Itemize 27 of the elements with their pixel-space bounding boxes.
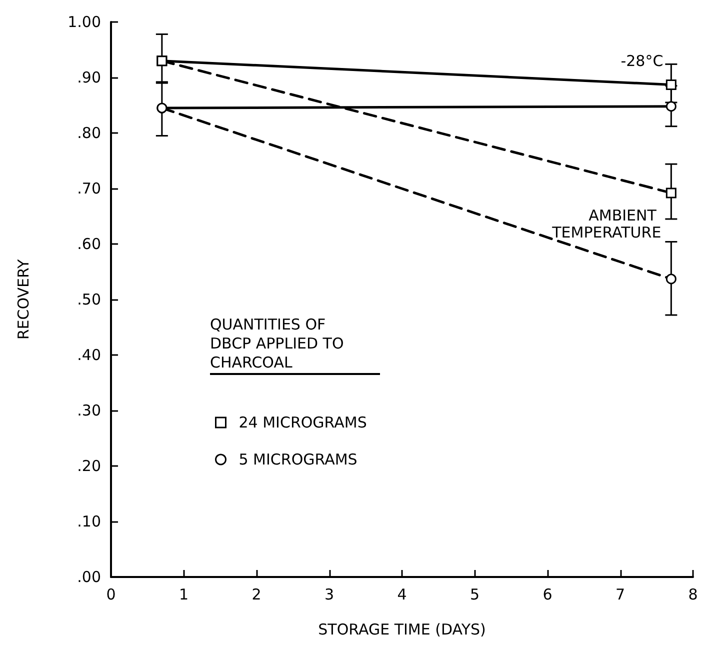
x-tick-label: 4	[397, 586, 407, 604]
x-tick-label: 2	[252, 586, 262, 604]
x-tick-label: 3	[324, 586, 334, 604]
y-tick-label: .30	[77, 402, 101, 420]
y-tick-label: .60	[77, 235, 101, 253]
y-tick-label: .40	[77, 346, 101, 364]
y-tick-label: .00	[77, 568, 101, 586]
x-tick-label: 1	[178, 586, 189, 604]
annotation: -28°C	[620, 52, 664, 70]
y-tick-label: .20	[77, 457, 101, 475]
y-tick-label: 1.00	[68, 13, 101, 31]
y-tick-label: .50	[77, 290, 101, 308]
x-tick-label: 5	[470, 586, 480, 604]
x-tick-label: 8	[688, 586, 698, 604]
x-tick-label: 6	[542, 586, 552, 604]
legend-title: QUANTITIES OF DBCP APPLIED TO CHARCOAL	[210, 316, 349, 372]
y-axis-title: RECOVERY	[14, 258, 32, 340]
legend-label: 24 MICROGRAMS	[238, 414, 367, 432]
y-tick-label: .70	[77, 180, 101, 198]
y-tick-label: .10	[77, 512, 101, 530]
y-tick-label: .90	[77, 68, 101, 86]
x-axis-title: STORAGE TIME (DAYS)	[318, 620, 486, 638]
x-tick-label: 0	[106, 586, 116, 604]
x-tick-label: 7	[615, 586, 626, 604]
y-tick-label: .80	[77, 124, 101, 142]
annotation: AMBIENT TEMPERATURE	[551, 206, 662, 242]
legend-label: 5 MICROGRAMS	[238, 450, 358, 468]
